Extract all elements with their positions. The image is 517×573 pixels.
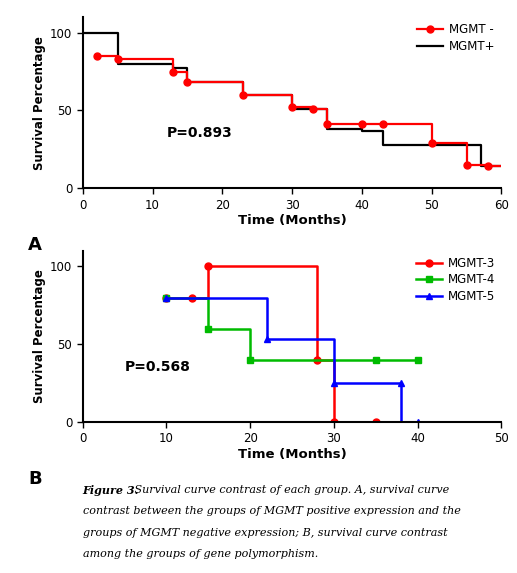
Text: P=0.893: P=0.893	[166, 126, 232, 140]
Text: B: B	[28, 470, 42, 488]
Text: Survival curve contrast of each group. A, survival curve: Survival curve contrast of each group. A…	[131, 485, 449, 494]
Legend: MGMT-3, MGMT-4, MGMT-5: MGMT-3, MGMT-4, MGMT-5	[416, 257, 496, 303]
Y-axis label: Survival Percentage: Survival Percentage	[33, 36, 46, 170]
Text: groups of MGMT negative expression; B, survival curve contrast: groups of MGMT negative expression; B, s…	[83, 528, 447, 537]
X-axis label: Time (Months): Time (Months)	[238, 214, 346, 227]
Legend: MGMT -, MGMT+: MGMT -, MGMT+	[417, 23, 496, 53]
Y-axis label: Survival Percentage: Survival Percentage	[33, 269, 46, 403]
Text: A: A	[28, 236, 42, 254]
Text: P=0.568: P=0.568	[125, 359, 190, 374]
X-axis label: Time (Months): Time (Months)	[238, 448, 346, 461]
Text: contrast between the groups of MGMT positive expression and the: contrast between the groups of MGMT posi…	[83, 506, 461, 516]
Text: among the groups of gene polymorphism.: among the groups of gene polymorphism.	[83, 550, 318, 559]
Text: Figure 3.: Figure 3.	[83, 485, 139, 496]
